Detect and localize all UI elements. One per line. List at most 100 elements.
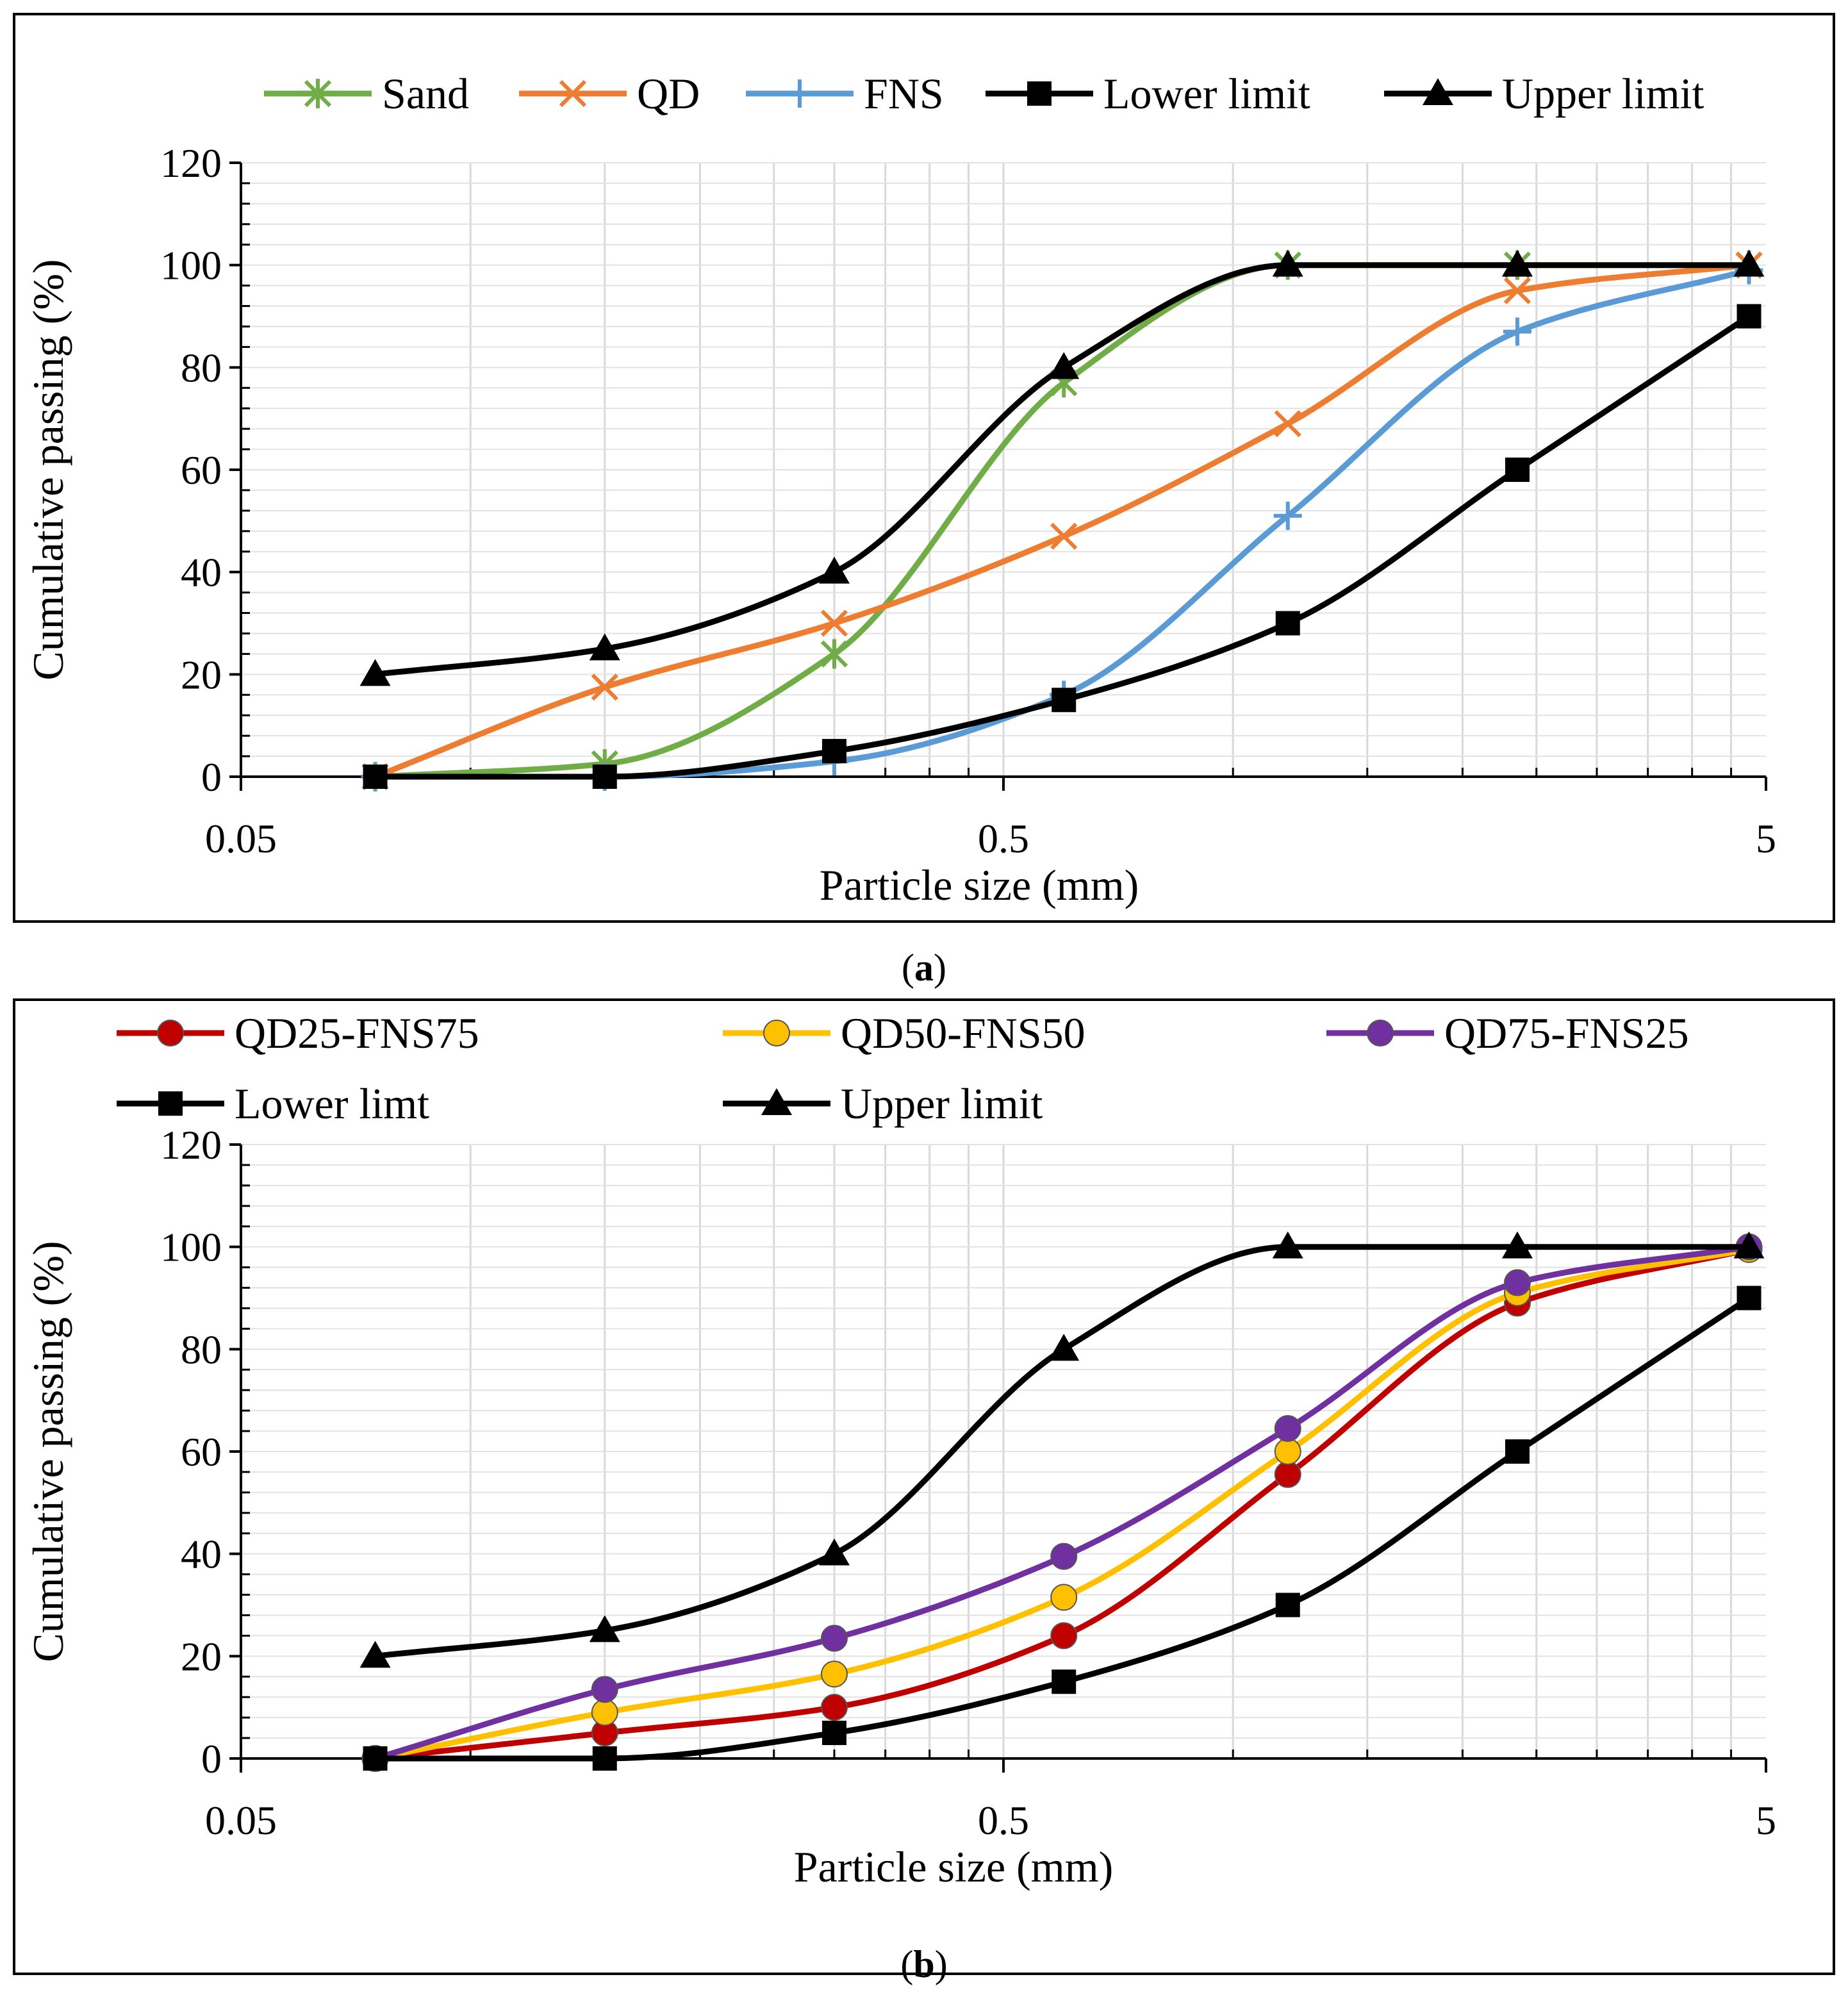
data-point — [363, 765, 388, 789]
panel-b-frame — [13, 998, 1835, 1975]
legend-marker — [1367, 1020, 1394, 1046]
y-tick-label: 120 — [160, 1122, 222, 1168]
data-point — [1737, 1286, 1761, 1311]
data-point — [1501, 1231, 1533, 1259]
legend-marker — [761, 1088, 792, 1115]
data-point — [363, 1746, 388, 1771]
data-point — [359, 1641, 391, 1668]
x-tick-label: 5 — [1756, 816, 1776, 861]
series-lower-limit — [363, 304, 1761, 789]
data-point — [1274, 410, 1301, 438]
y-tick-label: 100 — [160, 1225, 222, 1270]
legend-item: Lower limt — [117, 1079, 429, 1128]
legend-marker — [763, 1020, 790, 1046]
data-point — [1050, 1584, 1078, 1611]
data-point — [1503, 1269, 1531, 1296]
data-point — [820, 639, 848, 669]
series-upper-limit — [359, 249, 1765, 686]
data-point — [821, 1694, 848, 1721]
data-point — [1503, 317, 1531, 346]
x-axis-title: Particle size (mm) — [820, 861, 1139, 909]
legend-item: Lower limit — [986, 69, 1310, 118]
legend-item: QD — [519, 69, 700, 118]
data-point — [822, 1721, 846, 1746]
data-point — [592, 1746, 617, 1771]
data-point — [1733, 1231, 1765, 1259]
data-point — [1733, 249, 1765, 277]
legend-label: FNS — [864, 69, 944, 118]
legend-item: FNS — [746, 69, 944, 118]
chart-a: 0 20 40 60 80 100 120 0.05 0.5 5 Particle size (mm… — [24, 69, 1776, 909]
data-point — [819, 556, 850, 584]
legend-item: Upper limit — [1384, 69, 1704, 118]
legend-label: QD50-FNS50 — [841, 1009, 1085, 1057]
data-point — [1274, 1438, 1301, 1465]
caption-a: (a) — [902, 947, 946, 989]
caption-b: (b) — [900, 1943, 947, 1985]
legend-marker — [559, 79, 587, 108]
y-tick-label: 20 — [181, 1634, 222, 1679]
data-point — [1503, 277, 1531, 304]
data-point — [1272, 1231, 1303, 1259]
x-tick-label: 5 — [1756, 1798, 1776, 1843]
legend-marker — [1423, 78, 1453, 105]
legend-label: Sand — [382, 69, 469, 118]
data-point — [1274, 1415, 1301, 1443]
data-point — [1050, 1622, 1078, 1650]
y-tick-label: 40 — [181, 1532, 222, 1577]
data-point — [1272, 249, 1303, 277]
legend-marker — [157, 1020, 184, 1046]
data-point — [589, 633, 620, 661]
legend-marker — [158, 1091, 183, 1116]
legend-marker — [304, 79, 332, 108]
data-point — [592, 765, 617, 789]
y-axis-title: Cumulative passing (%) — [24, 259, 72, 680]
legend-item: QD75-FNS25 — [1326, 1009, 1689, 1057]
data-point — [1275, 611, 1300, 636]
data-point — [1737, 304, 1761, 329]
series-lower-limt — [363, 1286, 1761, 1771]
data-point — [591, 1676, 618, 1703]
data-point — [1274, 1460, 1301, 1488]
legend-item: Sand — [264, 69, 469, 118]
legend-label: Upper limit — [841, 1079, 1043, 1128]
legend-marker — [786, 79, 814, 108]
series-qd — [361, 251, 1763, 791]
legend-label: QD — [637, 69, 700, 118]
data-point — [1050, 522, 1078, 550]
y-tick-label: 100 — [160, 243, 222, 288]
data-point — [1048, 352, 1080, 379]
data-point — [1275, 1592, 1300, 1617]
data-point — [359, 659, 391, 686]
data-point — [821, 1625, 848, 1652]
legend-item: QD25-FNS75 — [117, 1009, 479, 1057]
series-upper-limit — [359, 1231, 1765, 1668]
data-point — [820, 609, 848, 637]
data-point — [1052, 1669, 1077, 1694]
data-point — [1050, 1543, 1078, 1570]
legend-label: Lower limt — [235, 1079, 429, 1128]
y-tick-label: 60 — [181, 1429, 222, 1475]
legend-label: QD25-FNS75 — [235, 1009, 479, 1057]
x-tick-label: 0.5 — [978, 816, 1029, 861]
legend-item: Upper limit — [723, 1079, 1043, 1128]
data-point — [1273, 501, 1302, 530]
legend-label: Lower limit — [1103, 69, 1310, 118]
chart-b: 0 20 40 60 80 100 120 0.05 0.5 5 Particle size (mm… — [24, 1009, 1776, 1891]
y-tick-label: 120 — [160, 140, 222, 186]
legend-label: QD75-FNS25 — [1444, 1009, 1689, 1057]
data-point — [1048, 1334, 1080, 1361]
legend-item: QD50-FNS50 — [723, 1009, 1085, 1057]
x-axis-title: Particle size (mm) — [794, 1842, 1113, 1891]
x-tick-label: 0.05 — [205, 816, 277, 861]
data-point — [819, 1538, 850, 1566]
y-axis-title: Cumulative passing (%) — [24, 1241, 72, 1662]
data-point — [822, 739, 846, 764]
panel-a-frame — [13, 13, 1835, 923]
data-point — [821, 1660, 848, 1688]
legend-marker — [1027, 81, 1052, 106]
y-tick-label: 40 — [181, 550, 222, 595]
y-tick-label: 80 — [181, 1327, 222, 1372]
y-tick-label: 20 — [181, 652, 222, 697]
